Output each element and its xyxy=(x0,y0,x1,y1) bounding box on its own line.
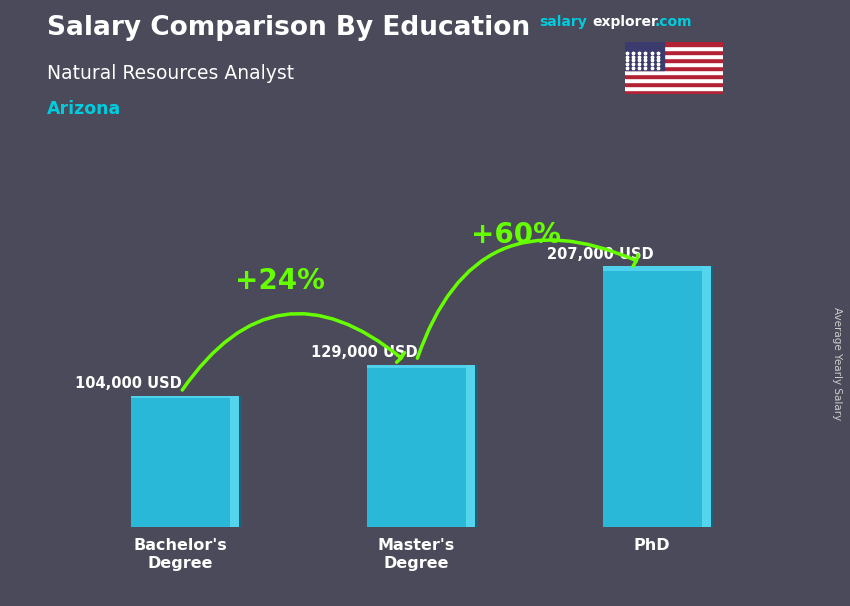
Bar xyxy=(230,396,239,527)
Bar xyxy=(625,42,722,47)
Bar xyxy=(367,365,466,368)
Bar xyxy=(625,82,722,86)
Bar xyxy=(711,266,713,527)
Bar xyxy=(625,86,722,90)
Text: Natural Resources Analyst: Natural Resources Analyst xyxy=(47,64,294,82)
Bar xyxy=(367,365,466,527)
Text: explorer: explorer xyxy=(592,15,658,29)
Bar xyxy=(475,365,478,527)
Bar xyxy=(603,266,702,271)
Bar xyxy=(625,55,722,58)
Bar xyxy=(625,42,664,70)
Bar xyxy=(131,396,230,399)
Bar xyxy=(625,47,722,50)
Text: Salary Comparison By Education: Salary Comparison By Education xyxy=(47,15,530,41)
Bar xyxy=(702,266,711,527)
Text: +24%: +24% xyxy=(235,267,325,296)
Text: 129,000 USD: 129,000 USD xyxy=(311,345,418,360)
Text: Arizona: Arizona xyxy=(47,100,121,118)
Text: 207,000 USD: 207,000 USD xyxy=(547,247,654,262)
Bar xyxy=(625,58,722,62)
Text: .com: .com xyxy=(654,15,692,29)
Bar xyxy=(131,396,230,527)
Text: salary: salary xyxy=(540,15,587,29)
Bar xyxy=(625,70,722,74)
Text: +60%: +60% xyxy=(471,221,560,249)
Bar xyxy=(625,90,722,94)
Bar xyxy=(625,74,722,78)
Text: Average Yearly Salary: Average Yearly Salary xyxy=(832,307,842,420)
Bar xyxy=(239,396,241,527)
Bar xyxy=(466,365,475,527)
Bar xyxy=(625,78,722,82)
Bar xyxy=(625,62,722,66)
Bar xyxy=(625,50,722,55)
Text: 104,000 USD: 104,000 USD xyxy=(76,376,182,391)
Bar xyxy=(603,266,702,527)
Bar xyxy=(625,66,722,70)
